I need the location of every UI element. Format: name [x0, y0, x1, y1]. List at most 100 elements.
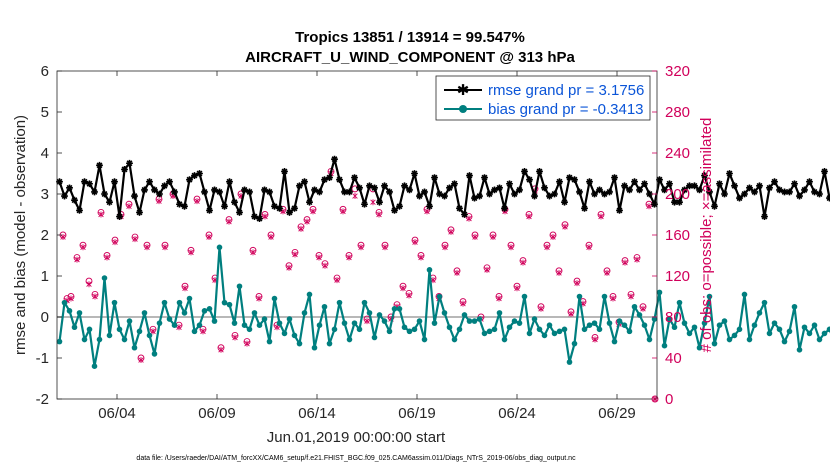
bias-point [86, 326, 93, 333]
bias-point [706, 293, 713, 300]
obs-assimilated-point [346, 254, 352, 261]
x-tick-label: 06/04 [98, 405, 136, 422]
obs-assimilated-point [156, 198, 162, 205]
bias-point [226, 301, 233, 308]
obs-assimilated-point [176, 324, 182, 331]
obs-assimilated-point [586, 244, 592, 251]
x-tick-label: 06/09 [198, 405, 236, 422]
bias-point [761, 299, 768, 306]
rmse-point [596, 186, 603, 194]
rmse-point [471, 194, 478, 202]
bias-point [436, 293, 443, 300]
bias-point [386, 328, 393, 335]
obs-assimilated-point [268, 234, 274, 241]
bias-point [691, 324, 698, 331]
bias-point [651, 316, 658, 322]
bias-point [726, 336, 733, 343]
rmse-point [276, 204, 283, 212]
rmse-point [496, 184, 503, 192]
bias-point [641, 322, 648, 329]
bias-point [546, 322, 553, 329]
y-tick-label: 3 [41, 186, 49, 203]
rmse-point [696, 186, 703, 194]
bias-point [566, 359, 573, 365]
bias-point [331, 326, 338, 333]
bias-point [151, 351, 158, 357]
bias-point [596, 326, 603, 333]
y-right-tick-label: 280 [665, 104, 690, 121]
rmse-point [391, 207, 398, 214]
bias-point [221, 299, 228, 306]
bias-point [176, 299, 183, 306]
bias-point [146, 332, 153, 339]
rmse-point [736, 194, 743, 202]
bias-point [56, 338, 63, 345]
bias-point [381, 318, 388, 324]
rmse-point [301, 178, 308, 186]
legend-bias-marker [459, 105, 467, 113]
obs-assimilated-point [454, 269, 460, 276]
obs-assimilated-point [574, 280, 580, 287]
bias-point [156, 320, 163, 326]
bias-point [206, 306, 213, 312]
rmse-point [516, 186, 523, 194]
rmse-point [376, 198, 383, 206]
bias-point [446, 324, 453, 331]
rmse-point [71, 196, 78, 204]
x-tick-label: 06/19 [398, 405, 436, 422]
obs-assimilated-point [466, 215, 472, 222]
rmse-point [211, 186, 218, 194]
rmse-point [801, 186, 808, 194]
bias-point [801, 324, 808, 331]
obs-assimilated-point [568, 310, 574, 317]
bias-point [271, 295, 278, 302]
bias-point [776, 326, 783, 333]
rmse-point [306, 198, 313, 206]
rmse-point [746, 184, 753, 192]
obs-assimilated-point [150, 328, 156, 335]
bias-point [216, 244, 223, 251]
bias-point [681, 320, 688, 326]
bias-point [781, 338, 788, 345]
rmse-point [766, 184, 773, 192]
bias-point [121, 336, 128, 343]
bias-point [466, 318, 473, 324]
rmse-point [791, 180, 798, 188]
rmse-point [741, 190, 748, 198]
rmse-point [501, 204, 508, 212]
bias-point [431, 320, 438, 326]
obs-assimilated-point [144, 244, 150, 251]
rmse-point [661, 186, 668, 194]
bias-point [646, 336, 653, 343]
bias-point [186, 295, 193, 302]
obs-assimilated-point [520, 259, 526, 266]
obs-assimilated-point [244, 340, 250, 347]
rmse-point [671, 198, 678, 206]
bias-point [456, 326, 463, 333]
rmse-point [86, 180, 93, 188]
bias-point [656, 289, 663, 296]
rmse-point [606, 188, 613, 196]
obs-assimilated-point [322, 262, 328, 269]
bias-point [611, 338, 618, 345]
y-right-tick-label: 160 [665, 227, 690, 244]
rmse-point [126, 159, 133, 167]
y-tick-label: 6 [41, 63, 49, 80]
y-tick-label: -2 [36, 391, 49, 408]
bias-point [66, 308, 73, 314]
bias-point [301, 310, 308, 316]
y-axis-right-label: # of obs: o=possible; ×=assimilated [698, 118, 715, 353]
obs-assimilated-point [286, 264, 292, 271]
obs-assimilated-point [218, 346, 224, 353]
rmse-point [381, 182, 388, 190]
rmse-point [686, 182, 693, 190]
obs-assimilated-point [622, 259, 628, 266]
bias-point [766, 330, 773, 337]
bias-point [686, 330, 693, 337]
bias-point [321, 303, 328, 310]
rmse-point [616, 207, 623, 214]
bias-point [391, 306, 398, 312]
rmse-point [586, 178, 593, 186]
bias-point [181, 310, 188, 316]
bias-point [536, 326, 543, 333]
